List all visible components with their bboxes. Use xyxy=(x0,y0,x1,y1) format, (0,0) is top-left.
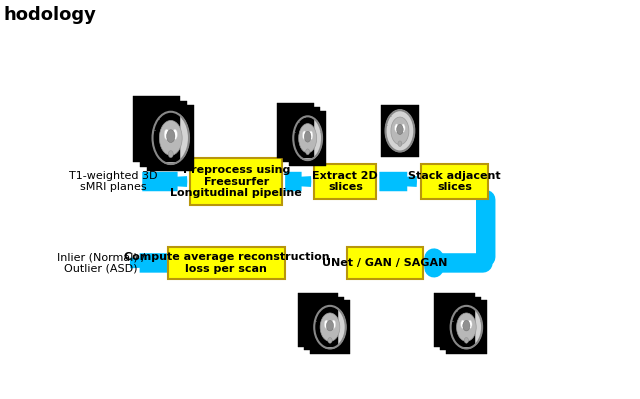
Ellipse shape xyxy=(172,129,177,140)
Bar xyxy=(434,293,475,347)
Bar xyxy=(147,105,195,171)
Bar xyxy=(304,296,344,350)
Ellipse shape xyxy=(328,338,332,343)
Ellipse shape xyxy=(164,129,169,140)
Ellipse shape xyxy=(326,320,333,331)
Ellipse shape xyxy=(385,110,415,152)
Text: Stack adjacent
slices: Stack adjacent slices xyxy=(408,171,500,192)
Ellipse shape xyxy=(166,130,175,142)
Bar xyxy=(140,101,188,167)
Ellipse shape xyxy=(168,151,173,158)
Text: Extract 2D
slices: Extract 2D slices xyxy=(312,171,378,192)
Text: Inlier (Normal) /
Outlier (ASD): Inlier (Normal) / Outlier (ASD) xyxy=(57,252,145,274)
Bar xyxy=(440,296,481,350)
Bar xyxy=(446,300,486,354)
Ellipse shape xyxy=(324,320,328,328)
Text: hodology: hodology xyxy=(3,6,96,24)
Ellipse shape xyxy=(299,124,317,153)
Ellipse shape xyxy=(320,313,340,342)
Ellipse shape xyxy=(395,124,399,132)
Bar xyxy=(289,111,326,166)
Ellipse shape xyxy=(303,131,307,140)
Ellipse shape xyxy=(309,131,313,140)
Ellipse shape xyxy=(332,320,336,328)
Bar xyxy=(298,293,339,347)
Text: Compute average reconstruction
loss per scan: Compute average reconstruction loss per … xyxy=(124,252,329,274)
Ellipse shape xyxy=(401,124,405,132)
Ellipse shape xyxy=(468,320,472,328)
Ellipse shape xyxy=(456,313,476,342)
Text: UNet / GAN / SAGAN: UNet / GAN / SAGAN xyxy=(323,258,448,268)
Ellipse shape xyxy=(306,149,310,155)
Ellipse shape xyxy=(461,320,465,328)
Bar xyxy=(381,105,419,157)
Text: Preprocess using
Freesurfer
Longitudinal pipeline: Preprocess using Freesurfer Longitudinal… xyxy=(170,165,302,198)
FancyBboxPatch shape xyxy=(347,247,424,279)
Bar xyxy=(133,96,180,162)
Ellipse shape xyxy=(314,305,346,349)
Ellipse shape xyxy=(463,320,470,331)
Ellipse shape xyxy=(464,338,468,343)
FancyBboxPatch shape xyxy=(190,158,282,205)
Ellipse shape xyxy=(391,117,409,144)
Text: T1-weighted 3D
sMRI planes: T1-weighted 3D sMRI planes xyxy=(70,171,158,192)
Ellipse shape xyxy=(305,131,311,142)
Bar xyxy=(310,300,350,354)
Ellipse shape xyxy=(293,116,323,160)
Ellipse shape xyxy=(159,120,182,155)
Bar xyxy=(283,107,320,162)
FancyBboxPatch shape xyxy=(168,247,285,279)
Ellipse shape xyxy=(152,111,189,165)
FancyBboxPatch shape xyxy=(314,164,376,199)
FancyBboxPatch shape xyxy=(421,164,488,199)
Ellipse shape xyxy=(397,124,403,134)
Ellipse shape xyxy=(451,305,483,349)
Ellipse shape xyxy=(398,141,402,146)
Bar xyxy=(277,103,314,158)
